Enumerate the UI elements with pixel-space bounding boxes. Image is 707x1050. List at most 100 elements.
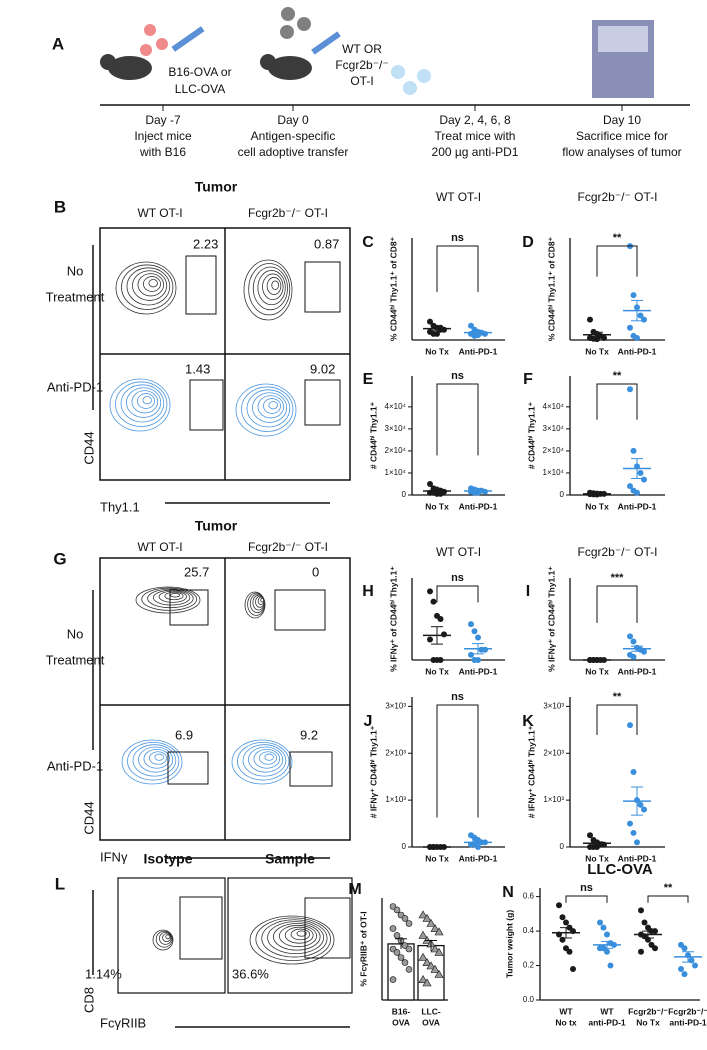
column-header: Isotype <box>143 851 192 867</box>
cell <box>281 7 295 21</box>
data-point <box>607 962 614 969</box>
panel-letter: C <box>362 234 374 251</box>
column-header: Fcgr2b⁻/⁻ OT-I <box>248 206 328 220</box>
icon-label: Fcgr2b⁻/⁻ <box>335 58 388 72</box>
group-label: No tx <box>555 1017 577 1027</box>
step-text: Sacrifice mice for <box>576 129 668 143</box>
row-label: Treatment <box>46 289 105 304</box>
significance-label: ** <box>613 232 622 244</box>
data-point <box>430 923 440 932</box>
significance-label: ns <box>451 691 464 703</box>
contour <box>121 264 174 310</box>
y-axis-label: Tumor weight (g) <box>504 910 514 978</box>
y-axis-label: # IFNγ⁺ CD44ʰⁱ Thy1.1⁺ <box>525 725 536 818</box>
data-point <box>437 657 444 663</box>
contour <box>267 921 325 954</box>
data-point <box>556 902 562 909</box>
y-axis-label: # CD44ʰⁱ Thy1.1⁺ <box>367 401 378 469</box>
column-header: Sample <box>265 851 315 867</box>
panel-letter: D <box>522 234 534 251</box>
contour <box>252 392 288 423</box>
chart-title: Fcgr2b⁻/⁻ OT-I <box>577 190 657 204</box>
axis-label: Thy1.1 <box>100 499 140 514</box>
step-text: with B16 <box>139 145 186 159</box>
panel-letter: N <box>502 884 514 901</box>
contour <box>142 396 152 405</box>
data-point <box>630 638 637 645</box>
y-tick-label: 0.0 <box>523 995 535 1004</box>
icon-label: LLC-OVA <box>175 82 225 96</box>
panel-letter: K <box>522 713 534 730</box>
data-point <box>641 919 648 926</box>
gate <box>169 589 209 626</box>
data-point <box>692 962 698 969</box>
data-point <box>627 483 633 490</box>
y-tick-label: 3×10⁴ <box>385 424 407 433</box>
data-point <box>434 330 440 337</box>
significance-label: *** <box>611 572 625 584</box>
y-tick-label: 1×10³ <box>385 795 406 804</box>
data-point <box>678 965 684 972</box>
data-point <box>430 964 440 973</box>
data-point <box>630 653 637 660</box>
contour <box>249 915 335 965</box>
significance-label: ** <box>613 370 622 382</box>
icon-label: OT-I <box>350 74 373 88</box>
significance-label: ** <box>613 691 622 703</box>
gate <box>179 896 223 960</box>
significance-bracket <box>596 704 638 735</box>
plot-frame <box>117 877 226 994</box>
y-tick-label: 4×10⁴ <box>385 402 407 411</box>
panel-letter: H <box>362 583 374 600</box>
significance-bracket <box>596 245 638 277</box>
contour <box>115 381 168 427</box>
y-tick-label: 2×10³ <box>543 748 564 757</box>
contour <box>132 744 177 777</box>
contour <box>252 266 288 311</box>
data-point <box>422 957 432 966</box>
contour <box>143 276 161 292</box>
group-label: Anti-PD-1 <box>618 346 657 356</box>
chart-title: LLC-OVA <box>587 861 653 878</box>
panel-letter: A <box>52 34 64 53</box>
data-point <box>468 651 474 658</box>
gate-percent: 9.02 <box>310 361 335 376</box>
panel-letter: F <box>523 371 533 388</box>
group-label: No Tx <box>425 346 449 356</box>
step-day: Day 0 <box>277 113 309 127</box>
data-point <box>627 324 633 331</box>
group-label: Anti-PD-1 <box>459 501 498 511</box>
data-point <box>418 910 428 919</box>
data-point <box>434 969 444 978</box>
data-point <box>427 588 433 595</box>
data-point <box>434 927 444 936</box>
contour <box>138 746 174 773</box>
y-tick-label: 2×10⁴ <box>543 446 565 455</box>
significance-bracket <box>436 585 479 603</box>
data-point <box>570 965 576 972</box>
contour <box>237 741 290 781</box>
axis-label: IFNγ <box>100 849 128 864</box>
data-point <box>441 631 447 638</box>
contour <box>152 929 174 951</box>
group-label: B16- <box>392 1006 411 1016</box>
data-point <box>637 312 644 319</box>
data-point <box>393 949 401 956</box>
contour <box>242 744 287 777</box>
axis-label: CD8 <box>81 987 96 1013</box>
data-point <box>634 489 640 496</box>
data-point <box>594 844 600 850</box>
data-point <box>389 976 397 983</box>
group-label: Fcgr2b⁻/⁻ <box>628 1006 668 1016</box>
group-label: Fcgr2b⁻/⁻ <box>668 1006 707 1016</box>
gate-percent: 2.23 <box>193 236 218 251</box>
y-tick-label: 1×10³ <box>543 795 564 804</box>
contour <box>162 933 172 942</box>
contour <box>126 387 162 418</box>
data-point <box>587 316 593 323</box>
y-tick-label: 1×10⁴ <box>543 468 565 477</box>
mouse-head <box>100 54 116 70</box>
y-axis-label: % CD44ʰⁱ Thy1.1⁺ of CD8⁺ <box>545 236 556 341</box>
contour <box>264 753 274 761</box>
